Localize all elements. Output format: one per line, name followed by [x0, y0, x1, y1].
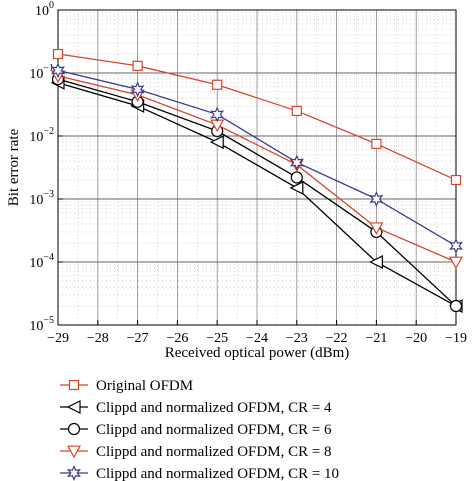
legend-marker — [67, 422, 81, 436]
legend-marker — [67, 464, 81, 481]
series-line — [57, 82, 457, 307]
data-point — [449, 299, 463, 313]
data-point — [209, 135, 224, 150]
x-tick-label: −27 — [127, 331, 149, 346]
series-1 — [52, 48, 462, 186]
data-point — [52, 48, 64, 60]
legend: Original OFDM Clippd and normalized OFDM,… — [60, 378, 339, 481]
series-layer — [50, 48, 464, 314]
data-point — [448, 256, 464, 270]
legend-item: Clippd and normalized OFDM, CR = 4 — [60, 400, 332, 416]
data-point — [51, 62, 65, 79]
y-tick-label: 100 — [35, 0, 54, 19]
legend-label: Clippd and normalized OFDM, CR = 6 — [96, 422, 332, 438]
data-point — [212, 79, 223, 90]
x-tick-label: −21 — [365, 331, 387, 346]
grid — [57, 9, 457, 326]
legend-item: Clippd and normalized OFDM, CR = 6 — [60, 422, 332, 438]
series-line — [57, 75, 457, 263]
series-line — [57, 53, 457, 181]
series-3 — [51, 73, 463, 313]
x-tick-label: −24 — [246, 331, 268, 346]
data-point — [371, 138, 382, 149]
legend-label: Original OFDM — [96, 378, 193, 394]
legend-label: Clippd and normalized OFDM, CR = 4 — [96, 400, 332, 416]
y-tick-label: 10−2 — [29, 126, 54, 145]
x-tick-label: −28 — [87, 331, 109, 346]
data-point — [210, 106, 225, 123]
legend-marker — [68, 379, 80, 391]
y-tick-label: 10−5 — [29, 315, 54, 334]
series-line — [57, 69, 457, 247]
data-point — [130, 81, 145, 98]
data-point — [369, 255, 383, 269]
axis-ticks: −29 −28 −27 −26 −25 −24 −23 −22 −21 −20 −19 100 10−1… — [29, 0, 467, 346]
legend-item: Clippd and normalized OFDM, CR = 8 — [60, 444, 332, 460]
legend-marker — [66, 400, 81, 414]
series-5 — [51, 62, 463, 254]
data-point — [369, 222, 384, 235]
data-point — [291, 105, 302, 117]
legend-marker — [66, 445, 82, 459]
data-point — [450, 174, 462, 186]
data-point — [449, 237, 463, 254]
y-axis-label: Bit error rate — [6, 128, 22, 206]
y-tick-label: 10−1 — [29, 63, 54, 82]
legend-item: Original OFDM — [60, 378, 193, 394]
data-point — [290, 171, 303, 184]
x-tick-label: −23 — [286, 331, 308, 346]
x-tick-label: −22 — [326, 331, 348, 346]
x-tick-label: −29 — [47, 331, 69, 346]
x-tick-label: −25 — [206, 331, 228, 346]
x-tick-label: −19 — [445, 331, 467, 346]
legend-item: Clippd and normalized OFDM, CR = 10 — [60, 464, 339, 481]
x-tick-label: −26 — [166, 331, 188, 346]
x-axis-label: Received optical power (dBm) — [165, 345, 350, 361]
series-line — [57, 78, 457, 307]
y-tick-label: 10−4 — [29, 252, 54, 271]
legend-label: Clippd and normalized OFDM, CR = 8 — [96, 444, 332, 460]
data-point — [132, 60, 143, 71]
data-point — [289, 180, 304, 195]
data-point — [289, 154, 304, 171]
legend-label: Clippd and normalized OFDM, CR = 10 — [96, 466, 339, 481]
x-tick-label: −20 — [405, 331, 427, 346]
y-tick-label: 10−3 — [29, 189, 54, 208]
data-point — [369, 190, 384, 208]
